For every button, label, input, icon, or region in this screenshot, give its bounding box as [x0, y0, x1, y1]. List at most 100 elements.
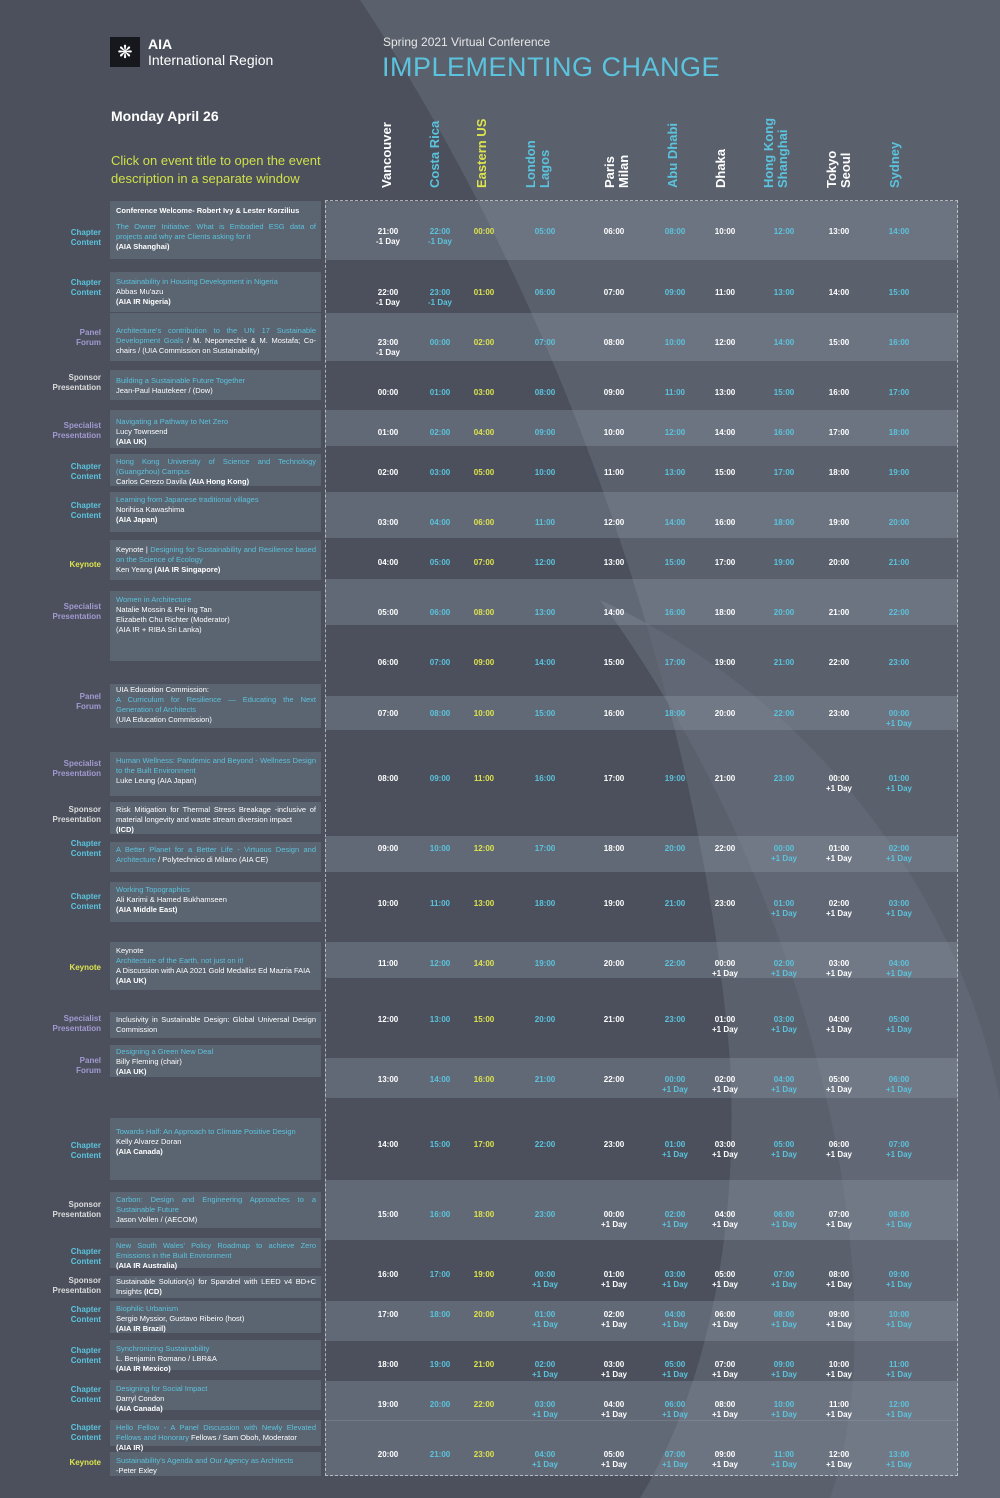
time-text: 11:00	[664, 388, 686, 397]
time-text: +1 Day	[825, 784, 853, 793]
time-cell: 19:00	[829, 518, 849, 528]
time-cell: 11:00	[474, 774, 494, 784]
event-description: Carbon: Design and Engineering Approache…	[116, 1195, 316, 1225]
time-text: 18:00	[429, 1310, 451, 1319]
time-cell: 10:00	[535, 468, 555, 478]
row-stripe	[325, 1058, 958, 1098]
time-cell: 14:00	[774, 338, 794, 348]
time-text: 18:00	[714, 608, 736, 617]
event-title-link[interactable]: Hello Fellow - A Panel Discussion with N…	[116, 1423, 316, 1442]
time-cell: 23:00	[474, 1450, 494, 1460]
time-text: 13:00	[773, 288, 795, 297]
time-cell: 17:00	[889, 388, 909, 398]
event-line: The Owner Initiative: What is Embodied E…	[116, 222, 316, 242]
time-text: 03:00	[888, 899, 910, 908]
time-text: 15:00	[664, 558, 686, 567]
time-text: 19:00	[473, 1270, 495, 1279]
event-box	[110, 1301, 321, 1333]
event-title-link[interactable]: Biophilic Urbanism	[116, 1304, 179, 1313]
time-text: 01:00	[828, 844, 850, 853]
time-text: +1 Day	[885, 1370, 913, 1379]
category-word: Chapter	[70, 839, 101, 848]
time-text: 15:00	[603, 658, 625, 667]
event-title-link[interactable]: The Owner Initiative: What is Embodied E…	[116, 222, 316, 241]
event-title-link[interactable]: Sustainability's Agenda and Our Agency a…	[116, 1456, 294, 1465]
time-cell: 21:00	[535, 1075, 555, 1085]
event-title-link[interactable]: Human Wellness: Pandemic and Beyond - We…	[116, 756, 316, 775]
time-text: 14:00	[773, 338, 795, 347]
event-box	[110, 591, 321, 661]
event-title-link[interactable]: Synchronizing Sustainability	[116, 1344, 210, 1353]
time-text: 10:00	[534, 468, 556, 477]
time-text: 07:00	[664, 1450, 686, 1459]
row-stripe	[325, 313, 958, 361]
event-category: Specialist Presentation	[53, 759, 101, 779]
event-title-link[interactable]: Designing for Social Impact	[116, 1384, 208, 1393]
time-cell: 07:00 +1 Day	[886, 1140, 912, 1160]
event-title-link[interactable]: Sustainability in Housing Development in…	[116, 277, 278, 286]
event-title-link[interactable]: New South Wales' Policy Roadmap to achie…	[116, 1241, 316, 1260]
event-box	[110, 802, 321, 834]
event-title-link[interactable]: Towards Half: An Approach to Climate Pos…	[116, 1127, 296, 1136]
time-text: +1 Day	[885, 1280, 913, 1289]
event-title-link[interactable]: Designing for Sustainability and Resilie…	[116, 545, 317, 564]
event-speaker: Billy Fleming (chair)	[116, 1057, 182, 1066]
time-cell: 06:00 +1 Day	[662, 1400, 688, 1420]
event-chapter: (AIA IR)	[116, 1443, 144, 1452]
event-title-link[interactable]: Women in Architecture	[116, 595, 192, 604]
event-line: Navigating a Pathway to Net Zero	[116, 417, 316, 427]
event-title-link[interactable]: Carbon: Design and Engineering Approache…	[116, 1195, 316, 1214]
event-title-link[interactable]: Hong Kong University of Science and Tech…	[116, 457, 316, 476]
time-cell: 17:00	[715, 558, 735, 568]
event-category: Chapter Content	[71, 1385, 101, 1405]
event-box	[110, 540, 321, 580]
time-text: 08:00	[473, 608, 495, 617]
time-text: +1 Day	[770, 1370, 798, 1379]
city-header: Costa Rica	[427, 121, 442, 188]
time-text: 22:00	[714, 844, 736, 853]
event-speaker: Sergio Myssior, Gustavo Ribeiro (host)	[116, 1314, 245, 1323]
time-cell: 18:00	[889, 428, 909, 438]
time-text: 14:00	[603, 608, 625, 617]
category-word: Chapter	[70, 1346, 101, 1355]
city-name-line: Abu Dhabi	[665, 123, 680, 188]
time-cell: 08:00	[604, 338, 624, 348]
time-text: 21:00	[473, 1360, 495, 1369]
event-title-link[interactable]: Working Topographics	[116, 885, 190, 894]
event-line: -Peter Exley	[116, 1466, 316, 1476]
time-cell: 11:00 +1 Day	[826, 1400, 852, 1420]
event-title-link[interactable]: A Curriculum for Resilience — Educating …	[116, 695, 316, 714]
time-cell: 08:00 +1 Day	[712, 1400, 738, 1420]
time-text: +1 Day	[531, 1410, 559, 1419]
time-text: 22:00	[828, 658, 850, 667]
event-title-link[interactable]: Building a Sustainable Future Together	[116, 376, 246, 385]
event-speaker: Inclusivity in Sustainable Design: Globa…	[116, 1015, 316, 1034]
event-chapter: Conference Welcome- Robert Ivy & Lester …	[116, 206, 300, 215]
time-cell: 00:00 +1 Day	[662, 1075, 688, 1095]
time-text: 21:00	[773, 658, 795, 667]
event-title-link[interactable]: Architecture's contribution to the UN 17…	[116, 326, 316, 345]
time-cell: 14:00	[474, 959, 494, 969]
event-speaker: Abbas Mu'azu	[116, 287, 164, 296]
time-text: 17:00	[377, 1310, 399, 1319]
time-text: 03:00	[664, 1270, 686, 1279]
time-cell: 23:00	[535, 1210, 555, 1220]
day-heading: Monday April 26	[111, 108, 219, 124]
category-word: Presentation	[52, 1210, 101, 1219]
time-text: 11:00	[377, 959, 399, 968]
event-title-link[interactable]: Architecture of the Earth, not just on i…	[116, 956, 244, 965]
event-title-link[interactable]: Learning from Japanese traditional villa…	[116, 495, 259, 504]
time-text: 07:00	[773, 1270, 795, 1279]
event-title-link[interactable]: Designing a Green New Deal	[116, 1047, 214, 1056]
event-title-link[interactable]: A Better Planet for a Better Life - Virt…	[116, 845, 316, 864]
city-name-line: Tokyo	[824, 150, 839, 188]
time-cell: 05:00 +1 Day	[886, 1015, 912, 1035]
event-speaker: Lucy Townsend	[116, 427, 168, 436]
time-cell: 04:00 +1 Day	[662, 1310, 688, 1330]
event-line: Jean-Paul Hautekeer / (Dow)	[116, 386, 316, 396]
event-chapter: (AIA Shanghai)	[116, 242, 170, 251]
event-title-link[interactable]: Navigating a Pathway to Net Zero	[116, 417, 229, 426]
time-cell: 10:00	[715, 227, 735, 237]
time-text: 16:00	[603, 709, 625, 718]
time-cell: 12:00	[474, 844, 494, 854]
